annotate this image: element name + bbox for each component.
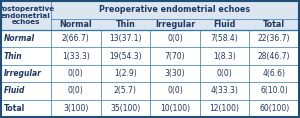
Bar <box>200 100 249 117</box>
Text: 13(37.1): 13(37.1) <box>109 34 142 43</box>
Bar <box>100 65 150 82</box>
Bar <box>1 1 51 30</box>
Text: Total: Total <box>263 20 285 29</box>
Bar <box>51 65 100 82</box>
Bar <box>150 19 200 30</box>
Bar <box>100 100 150 117</box>
Bar <box>200 82 249 100</box>
Bar <box>150 65 200 82</box>
Text: 3(100): 3(100) <box>63 104 88 113</box>
Bar <box>51 100 100 117</box>
Text: 2(5.7): 2(5.7) <box>114 86 137 95</box>
Bar <box>249 30 299 47</box>
Text: 7(70): 7(70) <box>165 52 185 61</box>
Bar <box>1 65 51 82</box>
Text: 0(0): 0(0) <box>68 86 84 95</box>
Bar <box>200 47 249 65</box>
Text: Thin: Thin <box>116 20 135 29</box>
Bar <box>100 19 150 30</box>
Bar <box>51 82 100 100</box>
Text: Fluid: Fluid <box>213 20 236 29</box>
Text: 1(2.9): 1(2.9) <box>114 69 137 78</box>
Text: 0(0): 0(0) <box>217 69 232 78</box>
Bar <box>51 47 100 65</box>
Text: 10(100): 10(100) <box>160 104 190 113</box>
Bar <box>150 82 200 100</box>
Text: Irregular: Irregular <box>155 20 195 29</box>
Bar <box>249 47 299 65</box>
Bar <box>1 100 51 117</box>
Text: 1(8.3): 1(8.3) <box>213 52 236 61</box>
Bar <box>249 19 299 30</box>
Text: Normal: Normal <box>59 20 92 29</box>
Bar <box>200 65 249 82</box>
Text: 4(33.3): 4(33.3) <box>211 86 239 95</box>
Text: Postoperative
endometrial
echoes: Postoperative endometrial echoes <box>0 6 55 25</box>
Text: 12(100): 12(100) <box>210 104 240 113</box>
Text: 6(10.0): 6(10.0) <box>260 86 288 95</box>
Text: 0(0): 0(0) <box>167 86 183 95</box>
Text: 3(30): 3(30) <box>165 69 185 78</box>
Text: Irregular: Irregular <box>4 69 42 78</box>
Text: Total: Total <box>4 104 25 113</box>
Text: 7(58.4): 7(58.4) <box>211 34 239 43</box>
Bar <box>51 30 100 47</box>
Bar <box>249 82 299 100</box>
Bar <box>150 100 200 117</box>
Text: 1(33.3): 1(33.3) <box>62 52 90 61</box>
Text: 4(6.6): 4(6.6) <box>263 69 286 78</box>
Bar <box>51 19 100 30</box>
Bar <box>100 30 150 47</box>
Text: 22(36.7): 22(36.7) <box>258 34 290 43</box>
Bar <box>100 82 150 100</box>
Text: 0(0): 0(0) <box>167 34 183 43</box>
Text: Normal: Normal <box>4 34 35 43</box>
Bar <box>51 1 299 19</box>
Text: 35(100): 35(100) <box>110 104 140 113</box>
Text: 0(0): 0(0) <box>68 69 84 78</box>
Bar <box>1 30 51 47</box>
Text: 19(54.3): 19(54.3) <box>109 52 142 61</box>
Text: Thin: Thin <box>4 52 22 61</box>
Bar <box>249 65 299 82</box>
Bar <box>249 100 299 117</box>
Text: Fluid: Fluid <box>4 86 26 95</box>
Text: 2(66.7): 2(66.7) <box>62 34 90 43</box>
Text: 28(46.7): 28(46.7) <box>258 52 290 61</box>
Bar <box>150 30 200 47</box>
Bar <box>1 82 51 100</box>
Bar <box>100 47 150 65</box>
Bar <box>150 47 200 65</box>
Text: Preoperative endometrial echoes: Preoperative endometrial echoes <box>99 6 250 15</box>
Bar <box>1 47 51 65</box>
Text: 60(100): 60(100) <box>259 104 289 113</box>
Bar <box>200 19 249 30</box>
Bar <box>200 30 249 47</box>
